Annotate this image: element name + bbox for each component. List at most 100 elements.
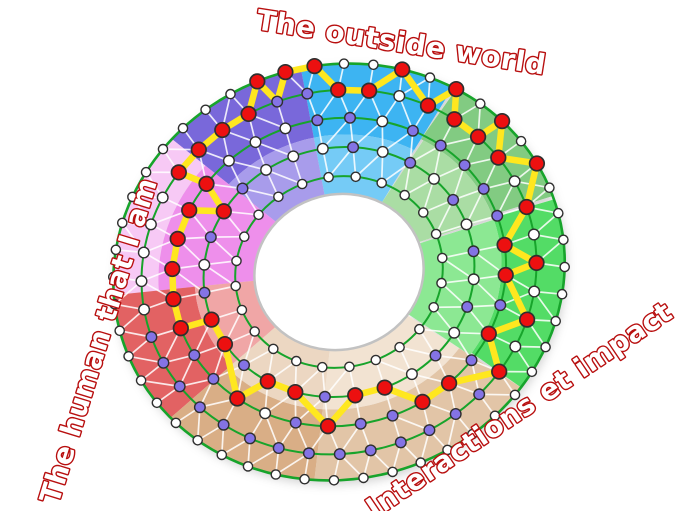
white-node[interactable] [216, 449, 228, 461]
white-node[interactable] [138, 303, 151, 316]
red-node[interactable] [496, 236, 513, 254]
red-node[interactable] [198, 175, 215, 192]
purple-node[interactable] [318, 390, 331, 403]
white-node[interactable] [231, 255, 242, 267]
white-node[interactable] [368, 59, 379, 71]
red-node[interactable] [394, 61, 411, 78]
red-node[interactable] [164, 260, 181, 278]
red-node[interactable] [287, 383, 304, 401]
red-node[interactable] [419, 97, 437, 114]
white-node[interactable] [249, 136, 262, 149]
white-node[interactable] [527, 228, 540, 241]
white-node[interactable] [415, 457, 427, 468]
red-node[interactable] [469, 128, 487, 145]
white-node[interactable] [222, 154, 235, 167]
purple-node[interactable] [434, 139, 447, 152]
purple-node[interactable] [406, 124, 419, 137]
red-node[interactable] [490, 149, 507, 166]
red-node[interactable] [190, 141, 207, 158]
white-node[interactable] [249, 326, 260, 337]
red-node[interactable] [216, 335, 234, 353]
white-node[interactable] [460, 218, 473, 231]
purple-node[interactable] [467, 245, 480, 258]
red-node[interactable] [240, 105, 257, 123]
white-node[interactable] [137, 246, 150, 259]
purple-node[interactable] [404, 156, 417, 169]
white-node[interactable] [559, 261, 571, 273]
purple-node[interactable] [173, 380, 186, 393]
red-node[interactable] [203, 311, 220, 328]
white-node[interactable] [236, 304, 248, 316]
purple-node[interactable] [465, 354, 478, 367]
red-node[interactable] [229, 390, 246, 407]
white-node[interactable] [399, 189, 411, 201]
white-node[interactable] [238, 231, 250, 242]
white-node[interactable] [442, 444, 453, 456]
purple-node[interactable] [354, 417, 367, 430]
white-node[interactable] [467, 428, 478, 440]
white-node[interactable] [140, 166, 152, 178]
white-node[interactable] [394, 341, 405, 353]
white-node[interactable] [328, 474, 340, 486]
purple-node[interactable] [198, 286, 211, 299]
white-node[interactable] [117, 217, 128, 229]
white-node[interactable] [448, 326, 461, 339]
purple-node[interactable] [449, 408, 462, 421]
red-node[interactable] [528, 254, 545, 272]
white-node[interactable] [230, 280, 241, 292]
purple-node[interactable] [333, 448, 346, 461]
white-node[interactable] [110, 244, 122, 256]
white-node[interactable] [177, 122, 189, 134]
purple-node[interactable] [145, 331, 158, 344]
purple-node[interactable] [271, 95, 284, 108]
white-node[interactable] [225, 88, 236, 100]
red-node[interactable] [376, 379, 393, 396]
red-node[interactable] [491, 363, 508, 380]
white-node[interactable] [553, 207, 564, 219]
purple-node[interactable] [461, 300, 474, 313]
white-node[interactable] [267, 343, 279, 355]
purple-node[interactable] [429, 349, 442, 362]
purple-node[interactable] [364, 444, 377, 457]
white-node[interactable] [260, 163, 273, 176]
purple-node[interactable] [447, 193, 460, 206]
white-node[interactable] [135, 375, 147, 386]
purple-node[interactable] [423, 424, 436, 437]
purple-node[interactable] [207, 372, 220, 385]
red-node[interactable] [360, 82, 378, 99]
red-node[interactable] [448, 80, 465, 98]
white-node[interactable] [279, 122, 292, 135]
purple-node[interactable] [477, 182, 490, 195]
white-node[interactable] [114, 325, 125, 337]
red-node[interactable] [170, 164, 187, 181]
white-node[interactable] [393, 89, 406, 102]
white-node[interactable] [270, 469, 282, 480]
white-node[interactable] [417, 207, 429, 218]
white-node[interactable] [489, 410, 501, 422]
purple-node[interactable] [347, 141, 360, 154]
white-node[interactable] [144, 218, 157, 231]
white-node[interactable] [428, 172, 441, 185]
white-node[interactable] [156, 191, 169, 204]
red-node[interactable] [214, 121, 231, 139]
white-node[interactable] [414, 323, 425, 335]
red-node[interactable] [249, 73, 266, 90]
white-node[interactable] [509, 389, 521, 401]
white-node[interactable] [376, 145, 389, 158]
white-node[interactable] [127, 191, 138, 203]
white-node[interactable] [290, 355, 302, 367]
red-node[interactable] [493, 112, 511, 130]
purple-node[interactable] [386, 409, 399, 422]
white-node[interactable] [436, 277, 447, 289]
white-node[interactable] [323, 171, 334, 183]
purple-node[interactable] [243, 432, 256, 445]
white-node[interactable] [151, 397, 163, 409]
purple-node[interactable] [344, 111, 357, 124]
red-node[interactable] [215, 203, 232, 220]
white-node[interactable] [515, 135, 527, 147]
purple-node[interactable] [394, 436, 407, 449]
white-node[interactable] [344, 361, 355, 373]
white-node[interactable] [109, 298, 120, 310]
white-node[interactable] [508, 175, 521, 188]
red-node[interactable] [518, 311, 536, 328]
